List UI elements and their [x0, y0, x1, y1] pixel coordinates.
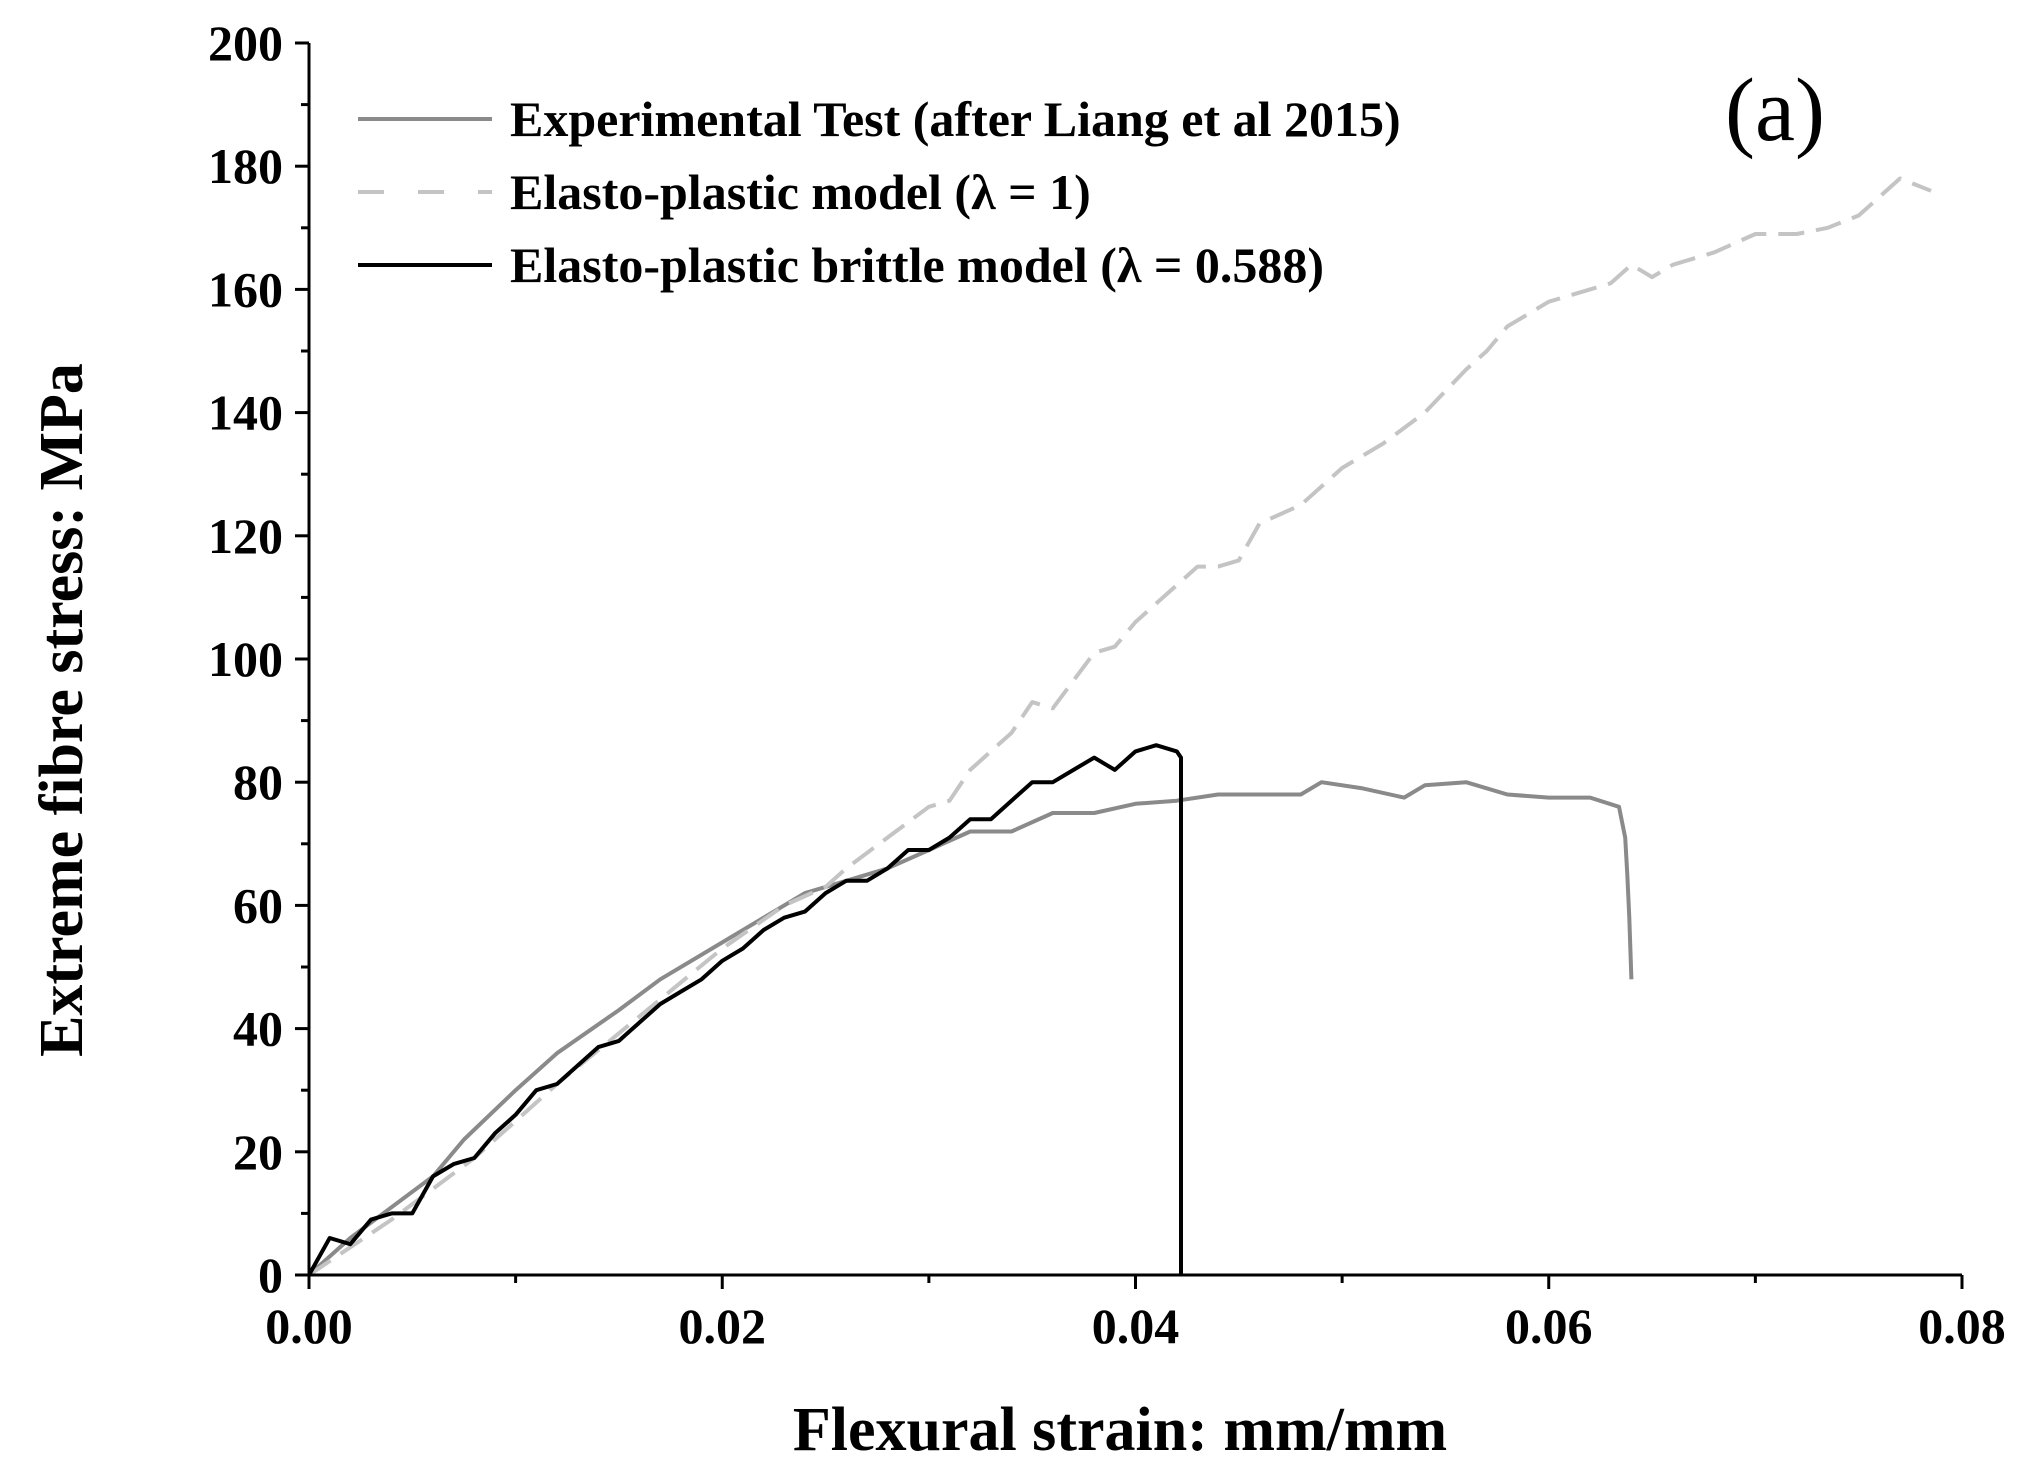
- x-axis-title: Flexural strain: mm/mm: [793, 1396, 1447, 1464]
- ticks-layer: 0 20 40 60 80 100 120 140 160 180 200 0.00 0.02 0.04 0…: [208, 15, 2006, 1354]
- y-tick-label: 80: [233, 754, 283, 810]
- y-tick-label: 0: [258, 1247, 283, 1303]
- legend-label-elasto-plastic: Elasto-plastic model (λ = 1): [510, 164, 1091, 220]
- y-tick-label: 100: [208, 631, 283, 687]
- y-tick-label: 60: [233, 877, 283, 933]
- y-tick-label: 140: [208, 385, 283, 441]
- y-tick-label: 120: [208, 508, 283, 564]
- legend-label-brittle: Elasto-plastic brittle model (λ = 0.588): [510, 237, 1324, 293]
- x-tick-label: 0.02: [679, 1298, 767, 1354]
- y-tick-label: 200: [208, 15, 283, 71]
- x-tick-label: 0.06: [1505, 1298, 1593, 1354]
- y-tick-label: 180: [208, 138, 283, 194]
- x-tick-label: 0.04: [1092, 1298, 1180, 1354]
- y-tick-label: 20: [233, 1124, 283, 1180]
- x-tick-label: 0.00: [265, 1298, 353, 1354]
- y-axis-title: Extreme fibre stress: MPa: [28, 363, 96, 1057]
- x-tick-label: 0.08: [1918, 1298, 2006, 1354]
- panel-label: (a): [1725, 61, 1825, 160]
- legend: Experimental Test (after Liang et al 201…: [358, 91, 1401, 293]
- series-line-elasto-plastic: [307, 176, 1932, 1277]
- series-layer: [307, 176, 1932, 1277]
- series-line-experimental: [307, 780, 1634, 1277]
- y-tick-label: 160: [208, 261, 283, 317]
- y-tick-label: 40: [233, 1001, 283, 1057]
- legend-label-experimental: Experimental Test (after Liang et al 201…: [510, 91, 1401, 147]
- series-line-brittle: [307, 743, 1183, 1276]
